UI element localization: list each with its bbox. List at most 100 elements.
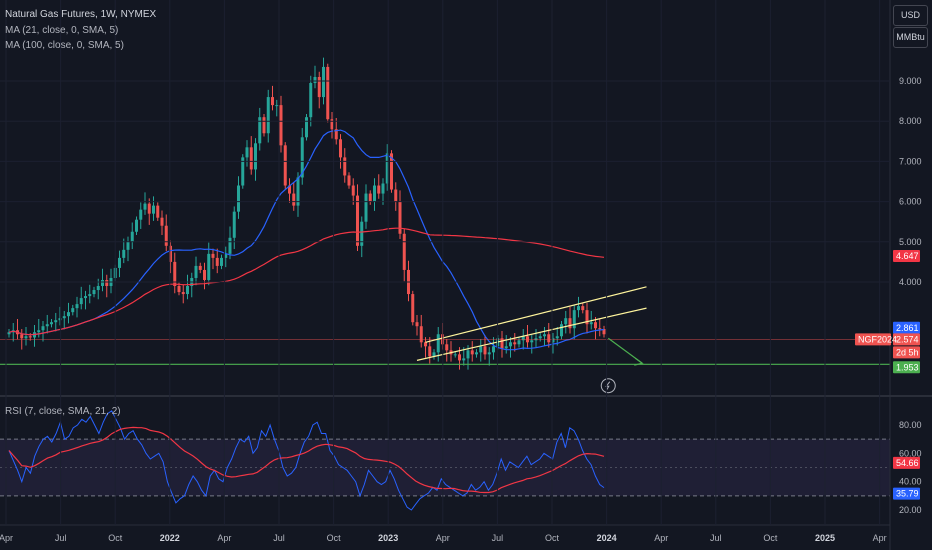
- candle-body: [326, 66, 330, 120]
- candle-body: [385, 153, 389, 184]
- support-badge: [893, 361, 920, 374]
- rsi-line: [8, 410, 605, 511]
- candle-body: [92, 290, 96, 295]
- candle-body: [249, 147, 253, 170]
- candle-body: [394, 189, 398, 202]
- price-tick-label: 6.000: [899, 197, 922, 207]
- candle-body: [445, 344, 449, 351]
- candle-body: [538, 336, 542, 339]
- candle-body: [462, 358, 466, 361]
- candle-body: [402, 233, 406, 270]
- channel-upper-line: [425, 286, 647, 343]
- candle-body: [50, 322, 53, 325]
- rsi-badge: [893, 487, 920, 500]
- candle-body: [453, 354, 457, 356]
- time-tick-label: Jul: [492, 533, 504, 543]
- time-tick-label: Oct: [327, 533, 342, 543]
- candle-body: [364, 193, 368, 222]
- candle-body: [339, 139, 342, 158]
- time-tick-label: Apr: [654, 533, 668, 543]
- candle-body: [419, 326, 423, 343]
- price-tick-label: 7.000: [899, 156, 922, 166]
- time-tick-label: Oct: [763, 533, 778, 543]
- candle-body: [45, 324, 49, 327]
- candle-body: [292, 193, 296, 206]
- candle-body: [305, 117, 308, 138]
- event-marker-icon[interactable]: [600, 378, 616, 394]
- candle-body: [241, 157, 245, 186]
- rsi-tick-label: 20.00: [899, 505, 922, 515]
- candle-body: [24, 336, 28, 339]
- candle-body: [487, 352, 491, 355]
- candle-body: [245, 147, 249, 158]
- candle-body: [398, 201, 402, 234]
- unit-button[interactable]: MMBtu: [893, 27, 928, 48]
- candle-body: [483, 346, 487, 355]
- candle-body: [215, 257, 219, 266]
- candle-body: [79, 298, 83, 305]
- candle-body: [296, 177, 300, 206]
- ma-100-legend[interactable]: MA (100, close, 0, SMA, 5): [5, 40, 124, 51]
- price-tick-label: 9.000: [899, 76, 922, 86]
- candle-body: [500, 338, 504, 349]
- time-tick-label: Oct: [545, 533, 560, 543]
- candle-body: [198, 265, 202, 270]
- candle-body: [598, 328, 602, 330]
- last-price-badge: [893, 333, 920, 346]
- time-tick-label: Apr: [873, 533, 887, 543]
- ma-21-badge: [893, 321, 920, 334]
- candle-body: [266, 97, 270, 134]
- candle-body: [351, 185, 355, 196]
- candle-body: [347, 175, 351, 186]
- candle-body: [130, 231, 134, 242]
- candle-body: [360, 221, 364, 246]
- time-tick-label: Apr: [436, 533, 450, 543]
- candle-body: [67, 312, 70, 317]
- candle-body: [101, 279, 104, 287]
- ma-21-legend[interactable]: MA (21, close, 0, SMA, 5): [5, 25, 119, 36]
- currency-button[interactable]: USD: [893, 5, 928, 26]
- candle-body: [181, 292, 185, 295]
- rsi-tick-label: 40.00: [899, 477, 922, 487]
- candle-body: [458, 354, 461, 361]
- candle-body: [322, 66, 325, 98]
- countdown-badge-label: 2d 5h: [896, 347, 919, 357]
- rsi-tick-label: 60.00: [899, 448, 922, 458]
- price-tick-label: 8.000: [899, 116, 922, 126]
- lightning-icon: [605, 381, 611, 390]
- candle-body: [560, 324, 563, 337]
- candle-body: [37, 330, 41, 333]
- candle-body: [330, 119, 334, 130]
- candle-body: [475, 352, 478, 355]
- candle-body: [555, 336, 559, 339]
- candle-body: [7, 332, 11, 335]
- candle-body: [479, 346, 483, 353]
- symbol-title[interactable]: Natural Gas Futures, 1W, NYMEX: [5, 9, 157, 20]
- candle-body: [152, 205, 155, 214]
- candle-body: [211, 253, 215, 258]
- channel-lower-line: [416, 307, 647, 361]
- ma-21-badge-label: 2.861: [896, 323, 919, 333]
- candle-body: [41, 326, 45, 331]
- candle-body: [313, 76, 317, 84]
- candle-body: [258, 117, 262, 144]
- candle-body: [118, 257, 121, 268]
- candle-body: [356, 195, 359, 246]
- support-badge-label: 1.953: [896, 362, 919, 372]
- candle-body: [194, 265, 198, 278]
- time-tick-label: 2024: [597, 533, 617, 543]
- candle-body: [207, 253, 211, 280]
- rsi-legend[interactable]: RSI (7, close, SMA, 21, 2): [5, 406, 121, 417]
- candle-body: [530, 340, 534, 343]
- candle-body: [232, 211, 236, 238]
- candle-body: [436, 334, 440, 353]
- candle-body: [424, 342, 427, 347]
- candle-body: [373, 185, 376, 202]
- last-price-badge-label: 2.574: [896, 334, 919, 344]
- candle-body: [237, 185, 240, 212]
- candle-body: [577, 306, 580, 311]
- candle-body: [547, 334, 551, 343]
- candle-body: [262, 117, 266, 134]
